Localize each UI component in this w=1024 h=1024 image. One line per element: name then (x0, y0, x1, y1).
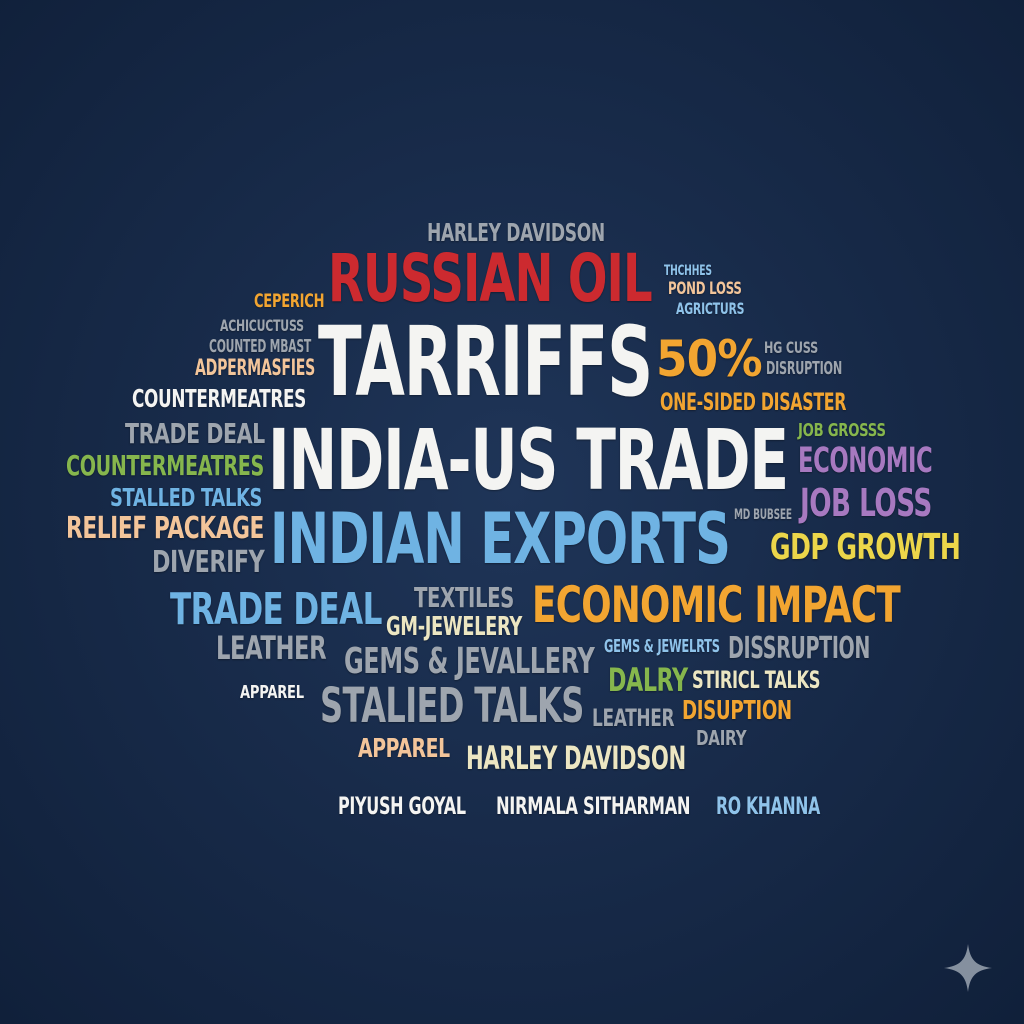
word-harley-davidson-bottom: HARLEY DAVIDSON (466, 739, 686, 777)
word-trade-deal-gray: TRADE DEAL (125, 417, 265, 450)
word-dairy: DAIRY (696, 726, 747, 750)
word-fifty-percent: 50% (656, 330, 763, 388)
word-thches: THCHHES (664, 263, 712, 279)
word-stalied-talks: STALIED TALKS (320, 678, 584, 734)
word-gm-jewelery: GM-JEWELERY (386, 612, 522, 642)
word-job-loss: JOB LOSS (800, 481, 932, 525)
word-gems-jewelrts: GEMS & JEWELRTS (604, 636, 720, 657)
word-ceperich: CEPERICH (254, 290, 325, 312)
word-tarriffs: TARRIFFS (318, 306, 653, 418)
word-pond-loss: POND LOSS (668, 279, 742, 299)
word-dalry: DALRY (608, 661, 688, 699)
word-textiles: TEXTILES (414, 581, 514, 614)
word-countermeatres-white: COUNTERMEATRES (132, 384, 306, 413)
word-gdp-growth: GDP GROWTH (770, 527, 961, 568)
word-diverify: DIVERIFY (152, 545, 265, 580)
word-nirmala-sitharman: NIRMALA SITHARMAN (496, 792, 691, 820)
word-adpermasfies: ADPERMASFIES (195, 356, 315, 381)
word-one-sided-disaster: ONE-SIDED DISASTER (660, 388, 847, 416)
word-stiricl-talks: STIRICL TALKS (692, 666, 821, 694)
word-leather-mid: LEATHER (592, 704, 675, 732)
word-md-bubsee: MD BUBSEE (734, 507, 792, 523)
word-india-us-trade: INDIA-US TRADE (268, 411, 789, 509)
word-countermeatres-green: COUNTERMEATRES (66, 449, 264, 482)
word-agricturs: AGRICTURS (676, 299, 745, 318)
word-russian-oil: RUSSIAN OIL (328, 240, 653, 317)
word-stalled-talks: STALLED TALKS (110, 483, 263, 512)
word-disuption: DISUPTION (682, 696, 792, 726)
word-indian-exports: INDIAN EXPORTS (270, 498, 731, 580)
word-hg-cuss: HG CUSS (764, 338, 818, 357)
word-apparel-bottom: APPAREL (358, 734, 450, 764)
word-apparel-left: APPAREL (240, 682, 304, 703)
word-trade-deal-blue: TRADE DEAL (170, 584, 382, 635)
word-harley-davidson-top: HARLEY DAVIDSON (427, 218, 605, 247)
word-disruption-small: DISRUPTION (766, 358, 843, 379)
word-ro-khanna: RO KHANNA (716, 792, 820, 820)
word-gems-jevallery: GEMS & JEVALLERY (344, 641, 595, 682)
word-piyush-goyal: PIYUSH GOYAL (338, 792, 466, 820)
word-job-grosss: JOB GROSSS (798, 420, 886, 441)
word-dissruption: DISSRUPTION (728, 631, 871, 666)
word-economic: ECONOMIC (798, 441, 933, 481)
sparkle-icon (944, 944, 992, 992)
word-counted-mbast: COUNTED MBAST (209, 336, 312, 357)
word-leather-left: LEATHER (216, 629, 327, 667)
word-achicuctuss: ACHICUCTUSS (220, 316, 304, 335)
word-economic-impact: ECONOMIC IMPACT (532, 576, 901, 634)
word-relief-package: RELIEF PACKAGE (66, 511, 264, 546)
